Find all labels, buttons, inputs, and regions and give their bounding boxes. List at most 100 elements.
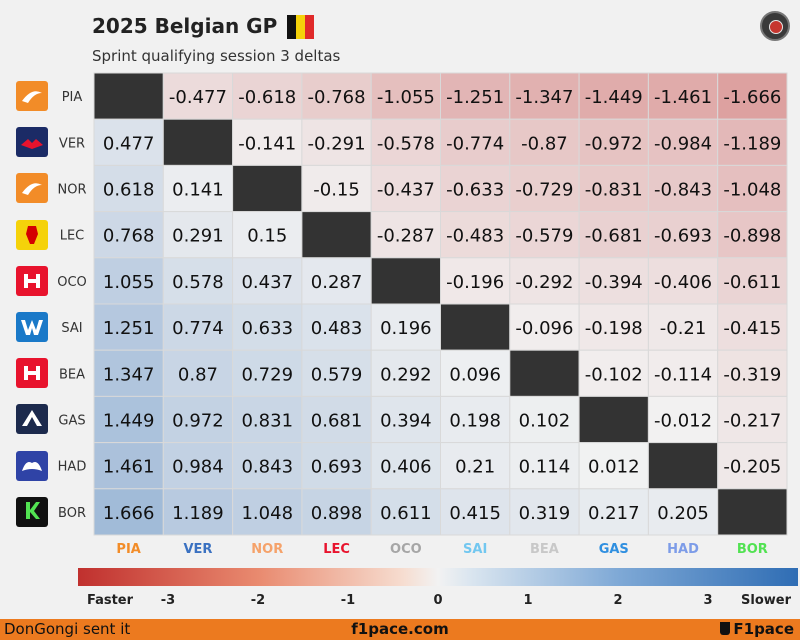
heatmap-cell-label: 0.319 <box>519 503 571 524</box>
heatmap-cell-label: -0.198 <box>585 318 643 339</box>
heatmap-cell-label: -0.972 <box>585 133 643 154</box>
heatmap-cell <box>578 72 649 120</box>
colorbar-faster-label: Faster <box>87 593 134 608</box>
heatmap-cell-label: -0.21 <box>660 318 707 339</box>
heatmap-cell-label: -0.15 <box>313 180 360 201</box>
heatmap-cell-label: 0.681 <box>311 411 363 432</box>
heatmap-cell <box>440 72 511 120</box>
alpine-logo <box>16 404 48 435</box>
colorbar-tick-label: 0 <box>433 593 442 608</box>
heatmap-cell <box>301 442 372 490</box>
heatmap-cell-label: 0.618 <box>103 180 155 201</box>
heatmap-cell-label: -0.843 <box>654 180 712 201</box>
footer-site-link[interactable]: f1pace.com <box>351 620 449 638</box>
column-label-oco: OCO <box>390 542 422 557</box>
heatmap-cell-label: 0.217 <box>588 503 640 524</box>
heatmap-cell <box>509 395 580 444</box>
heatmap-cell <box>162 164 234 213</box>
haas-logo <box>16 358 48 389</box>
heatmap-cell-label: -1.189 <box>723 133 781 154</box>
heatmap-cell <box>162 442 234 490</box>
f1pace-cup-icon <box>720 622 731 635</box>
heatmap-cell-label: -0.196 <box>446 272 504 293</box>
heatmap-cell-label: -0.394 <box>585 272 643 293</box>
heatmap-cell-label: 0.21 <box>455 457 495 478</box>
heatmap-cell <box>509 118 580 166</box>
heatmap-cell-label: 0.87 <box>178 364 218 385</box>
heatmap-cell-label: 0.774 <box>172 318 224 339</box>
heatmap-cell-diagonal <box>578 395 649 444</box>
heatmap-cell <box>509 211 580 259</box>
heatmap-cell-label: 0.843 <box>241 457 293 478</box>
heatmap-cell-label: -0.319 <box>723 364 781 385</box>
heatmap-cell <box>717 442 788 490</box>
heatmap-cell-label: -0.693 <box>654 226 712 247</box>
colorbar-ticks: -3 -2 -1 0 1 2 3 Faster Slower <box>87 593 792 608</box>
heatmap-cell-label: 0.292 <box>380 364 432 385</box>
heatmap-cell-label: 0.831 <box>241 411 293 432</box>
row-label-sai: SAI <box>61 321 82 336</box>
column-label-nor: NOR <box>251 542 283 557</box>
heatmap-cell <box>370 164 442 213</box>
heatmap-cell-label: -0.415 <box>723 318 781 339</box>
heatmap-cell <box>232 257 303 305</box>
footer-credit: DonGongi sent it <box>4 620 131 638</box>
heatmap-cell-label: 1.461 <box>103 457 155 478</box>
footer-brand: F1pace <box>720 620 794 638</box>
heatmap-cell-label: 0.693 <box>311 457 363 478</box>
heatmap-cell <box>93 164 164 213</box>
heatmap-cell-diagonal <box>717 488 788 536</box>
heatmap-cell-label: 0.291 <box>172 226 224 247</box>
heatmap-cell <box>232 442 303 490</box>
heatmap-cell <box>162 303 234 351</box>
heatmap-cell-label: 0.437 <box>241 272 293 293</box>
heatmap-cell <box>647 395 719 444</box>
row-label-gas: GAS <box>58 414 85 429</box>
heatmap-cell-label: -0.141 <box>238 133 296 154</box>
heatmap-cell-label: 0.287 <box>311 272 363 293</box>
heatmap-cell-diagonal <box>93 72 164 120</box>
racing-bulls-logo <box>16 450 48 481</box>
heatmap-cell <box>162 395 234 444</box>
row-label-oco: OCO <box>57 275 87 290</box>
column-label-bea: BEA <box>530 542 559 557</box>
heatmap-cell-label: -0.096 <box>515 318 573 339</box>
heatmap-cell-label: 1.347 <box>103 364 155 385</box>
heatmap-cell <box>647 303 719 351</box>
heatmap-cell-label: -1.347 <box>515 87 573 108</box>
chart-title: 2025 Belgian GP <box>92 14 278 38</box>
heatmap-cell-label: 1.449 <box>103 411 155 432</box>
heatmap-cell-label: -0.831 <box>585 180 643 201</box>
heatmap-cell <box>301 257 372 305</box>
heatmap-cell <box>301 349 372 397</box>
heatmap-cell-diagonal <box>509 349 580 397</box>
heatmap-cell-label: 0.196 <box>380 318 432 339</box>
colorbar: -3 -2 -1 0 1 2 3 Faster Slower <box>78 568 798 608</box>
heatmap-cell <box>301 488 372 536</box>
heatmap-cell <box>578 303 649 351</box>
heatmap-cell <box>578 349 649 397</box>
williams-logo <box>16 312 48 342</box>
heatmap-cell-label: -1.048 <box>723 180 781 201</box>
heatmap-cell <box>509 442 580 490</box>
heatmap-cell-label: 1.666 <box>103 503 155 524</box>
colorbar-tick-label: 2 <box>613 593 622 608</box>
heatmap-cell <box>93 211 164 259</box>
heatmap-cell-label: -1.461 <box>654 87 712 108</box>
heatmap-cell-label: 0.729 <box>241 364 293 385</box>
heatmap-cell <box>440 442 511 490</box>
heatmap-cell <box>440 395 511 444</box>
sauber-logo <box>16 496 48 527</box>
heatmap-cell <box>93 395 164 444</box>
heatmap-cell-label: 1.189 <box>172 503 224 524</box>
mclaren-logo <box>16 81 48 111</box>
delta-heatmap: -0.477 -0.618 -0.768 -1.055 -1.251 -1.347 -1.4… <box>57 72 798 608</box>
heatmap-cell-label: -0.477 <box>169 87 227 108</box>
heatmap-cell-diagonal <box>232 164 303 213</box>
heatmap-cell-label: -0.579 <box>515 226 573 247</box>
heatmap-cell <box>647 257 719 305</box>
heatmap-cell-label: 0.768 <box>103 226 155 247</box>
heatmap-cell-label: -0.633 <box>446 180 504 201</box>
heatmap-cell-label: -0.012 <box>654 411 712 432</box>
row-label-nor: NOR <box>58 183 87 198</box>
